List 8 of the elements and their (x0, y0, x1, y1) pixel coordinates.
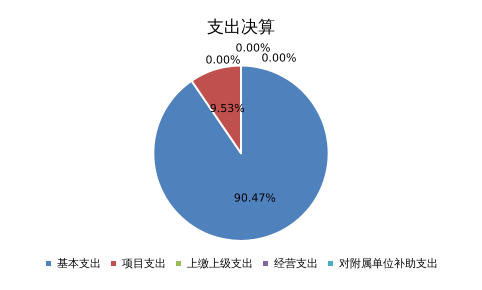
legend-label: 上缴上级支出 (187, 257, 253, 270)
text: 0.00% (206, 53, 240, 66)
legend-label: 基本支出 (57, 257, 101, 270)
legend-label: 对附属单位补助支出 (339, 257, 438, 270)
legend-label: 项目支出 (122, 257, 166, 270)
chart-title: 支出决算 (207, 18, 275, 38)
legend-label: 经营支出 (274, 257, 318, 270)
data-label: 90.47% (234, 191, 276, 204)
